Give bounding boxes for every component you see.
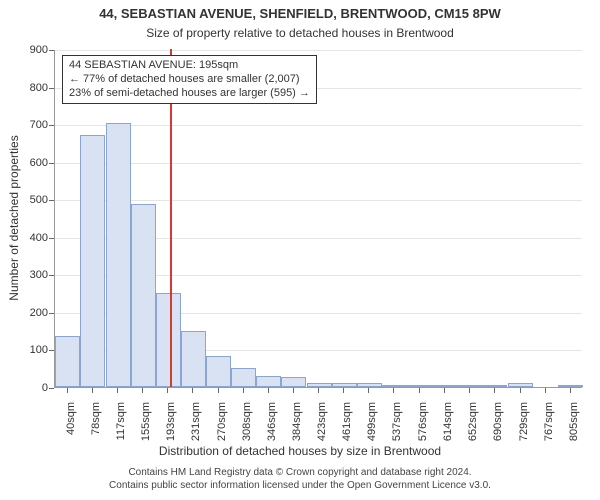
histogram-bar — [432, 385, 457, 387]
xtick-mark — [243, 388, 244, 393]
footer-attribution: Contains HM Land Registry data © Crown c… — [0, 466, 600, 492]
footer-line1: Contains HM Land Registry data © Crown c… — [0, 466, 600, 479]
xtick-mark — [293, 388, 294, 393]
y-axis-label: Number of detached properties — [7, 49, 21, 387]
histogram-bar — [558, 385, 583, 387]
xtick-mark — [343, 388, 344, 393]
histogram-bar — [357, 383, 382, 387]
histogram-bar — [80, 135, 105, 387]
histogram-bar — [281, 377, 306, 388]
gridline — [55, 163, 582, 164]
chart-container: 44, SEBASTIAN AVENUE, SHENFIELD, BRENTWO… — [0, 0, 600, 500]
xtick-mark — [368, 388, 369, 393]
histogram-bar — [156, 293, 181, 387]
xtick-mark — [393, 388, 394, 393]
histogram-bar — [482, 385, 507, 387]
ytick-mark — [49, 388, 54, 389]
histogram-bar — [231, 368, 256, 387]
histogram-bar — [307, 383, 332, 388]
annotation-line1: 44 SEBASTIAN AVENUE: 195sqm — [69, 59, 310, 73]
xtick-mark — [494, 388, 495, 393]
chart-title: 44, SEBASTIAN AVENUE, SHENFIELD, BRENTWO… — [0, 6, 600, 21]
histogram-bar — [332, 383, 357, 387]
xtick-mark — [520, 388, 521, 393]
xtick-mark — [318, 388, 319, 393]
x-axis-label: Distribution of detached houses by size … — [0, 444, 600, 458]
annotation-box: 44 SEBASTIAN AVENUE: 195sqm ← 77% of det… — [62, 55, 317, 104]
histogram-bar — [106, 123, 131, 387]
xtick-mark — [444, 388, 445, 393]
xtick-mark — [192, 388, 193, 393]
xtick-mark — [570, 388, 571, 393]
chart-subtitle: Size of property relative to detached ho… — [0, 26, 600, 40]
histogram-bar — [457, 385, 482, 387]
xtick-mark — [218, 388, 219, 393]
annotation-line2: ← 77% of detached houses are smaller (2,… — [69, 73, 310, 87]
histogram-bar — [181, 331, 206, 387]
histogram-bar — [206, 356, 231, 387]
histogram-bar — [382, 385, 407, 387]
xtick-mark — [117, 388, 118, 393]
histogram-bar — [256, 376, 281, 387]
xtick-mark — [268, 388, 269, 393]
xtick-mark — [167, 388, 168, 393]
histogram-bar — [407, 385, 432, 387]
histogram-bar — [508, 383, 533, 388]
footer-line2: Contains public sector information licen… — [0, 479, 600, 492]
xtick-mark — [92, 388, 93, 393]
xtick-mark — [67, 388, 68, 393]
xtick-mark — [469, 388, 470, 393]
annotation-line3: 23% of semi-detached houses are larger (… — [69, 87, 310, 101]
gridline — [55, 50, 582, 51]
histogram-bar — [131, 204, 156, 387]
gridline — [55, 125, 582, 126]
xtick-mark — [142, 388, 143, 393]
gridline — [55, 200, 582, 201]
histogram-bar — [55, 336, 80, 387]
xtick-mark — [419, 388, 420, 393]
xtick-mark — [545, 388, 546, 393]
